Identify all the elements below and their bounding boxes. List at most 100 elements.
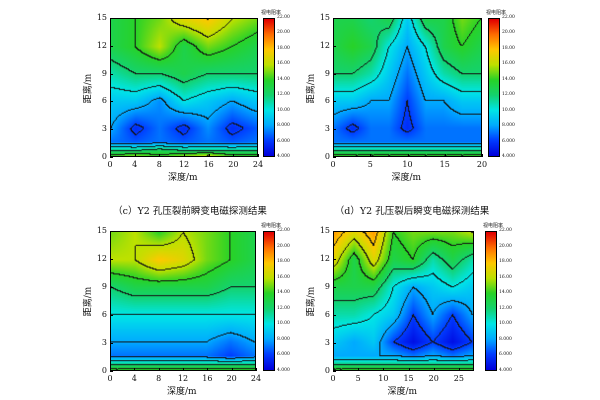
colorbar-tick-label: 22.00: [277, 228, 290, 233]
colorbar-tick-label: 12.00: [277, 92, 290, 98]
y-tick-mark: [110, 129, 113, 131]
x-tick-label: 8: [156, 374, 162, 383]
x-tick-label: 20: [226, 374, 237, 383]
colorbar-tick-label: 14.00: [277, 290, 290, 296]
x-tick-mark: [110, 154, 111, 157]
colorbar-tick-label: 18.00: [277, 45, 290, 51]
y-tick-mark: [110, 371, 113, 372]
colorbar-tick-label: 14.00: [502, 76, 515, 82]
y-tick-mark: [110, 157, 113, 158]
y-tick-mark: [333, 343, 336, 344]
x-tick-mark: [444, 154, 446, 157]
x-tick-mark: [333, 368, 334, 371]
y-tick-label: 9: [324, 68, 330, 78]
y-tick-mark: [333, 259, 336, 260]
colorbar-title: 视电阻率: [261, 223, 282, 229]
y-tick-label: 6: [324, 96, 330, 106]
colorbar-tick-label: 22.00: [502, 15, 515, 20]
y-tick-mark: [110, 259, 113, 260]
y-tick-label: 0: [324, 366, 330, 375]
y-tick-label: 3: [324, 338, 330, 347]
x-tick-mark: [134, 368, 136, 371]
colorbar-tick-label: 6.000: [277, 352, 290, 358]
y-tick-mark: [333, 287, 336, 288]
colorbar-tick-label: 4.000: [277, 154, 290, 159]
y-tick-label: 9: [101, 282, 107, 291]
x-tick-label: 15: [403, 374, 414, 383]
colorbar-title: 视电阻率: [261, 10, 282, 16]
x-tick-label: 24: [250, 374, 262, 383]
x-tick-label: 8: [156, 160, 162, 169]
x-axis-label: 深度/m: [387, 387, 418, 397]
y-tick-mark: [333, 18, 336, 19]
colorbar-tick-label: 22.00: [499, 228, 512, 233]
x-tick-label: 5: [367, 160, 373, 169]
x-tick-mark: [208, 154, 210, 157]
y-tick-mark: [110, 73, 113, 75]
colorbar-tick-label: 10.00: [499, 321, 512, 327]
colorbar-tick-label: 20.00: [499, 243, 512, 249]
y-tick-mark: [333, 231, 336, 232]
x-tick-label: 4: [131, 374, 137, 383]
x-tick-mark: [482, 154, 483, 157]
x-tick-label: 20: [428, 374, 439, 383]
x-tick-mark: [370, 154, 372, 157]
y-tick-label: 15: [96, 226, 107, 235]
y-tick-mark: [333, 371, 336, 372]
y-tick-label: 12: [96, 254, 107, 263]
colorbar-tick-label: 14.00: [499, 290, 512, 296]
colorbar-tick-label: 4.000: [502, 154, 515, 159]
colorbar: [485, 231, 497, 371]
colorbar-tick-label: 20.00: [277, 30, 290, 36]
y-tick-label: 3: [324, 124, 330, 134]
y-tick-label: 12: [319, 254, 330, 263]
colorbar-tick-label: 12.00: [502, 92, 515, 98]
contour-plot-3: [110, 231, 256, 371]
colorbar-tick-label: 6.000: [499, 352, 512, 358]
x-tick-mark: [231, 368, 233, 371]
colorbar-tick-label: 4.000: [499, 368, 512, 373]
x-tick-label: 10: [402, 160, 413, 169]
x-tick-label: 4: [132, 160, 138, 169]
colorbar-tick-label: 8.000: [277, 336, 290, 342]
contour-plot-2: [333, 18, 482, 157]
caption-d: （d）Y2 孔压裂后瞬变电磁探测结果: [334, 206, 490, 217]
colorbar-tick-label: 6.000: [502, 138, 515, 144]
x-axis-label: 深度/m: [167, 387, 197, 397]
x-tick-label: 16: [202, 374, 213, 383]
y-tick-label: 3: [101, 124, 107, 134]
x-tick-label: 5: [355, 374, 361, 383]
x-tick-mark: [358, 368, 360, 371]
colorbar-tick-label: 16.00: [499, 274, 512, 280]
colorbar-tick-label: 6.000: [277, 138, 290, 144]
y-tick-label: 6: [324, 310, 330, 319]
y-tick-mark: [333, 129, 336, 131]
colorbar-tick-label: 8.000: [277, 123, 290, 129]
y-tick-label: 15: [319, 226, 330, 235]
x-tick-mark: [233, 154, 235, 157]
colorbar-tick-label: 18.00: [499, 259, 512, 265]
x-tick-mark: [433, 368, 435, 371]
y-tick-label: 15: [96, 13, 107, 22]
x-tick-label: 12: [177, 374, 189, 383]
colorbar: [263, 18, 275, 157]
x-axis-label: 深度/m: [168, 173, 198, 183]
y-tick-label: 9: [324, 282, 330, 291]
y-tick-mark: [110, 18, 113, 19]
y-tick-label: 0: [101, 152, 107, 161]
contour-plot-1: [110, 18, 258, 157]
x-tick-label: 20: [228, 160, 239, 169]
y-tick-label: 6: [101, 310, 107, 319]
caption-c: （c）Y2 孔压裂前瞬变电磁探测结果: [113, 206, 267, 217]
colorbar-tick-label: 8.000: [502, 123, 515, 129]
contour-plot-4: [333, 231, 474, 371]
x-tick-mark: [408, 368, 410, 371]
colorbar-tick-label: 12.00: [499, 305, 512, 311]
x-tick-label: 0: [330, 160, 336, 169]
x-tick-label: 0: [107, 160, 113, 169]
x-tick-mark: [134, 154, 136, 157]
y-tick-mark: [333, 73, 336, 75]
colorbar-tick-label: 10.00: [277, 107, 290, 113]
colorbar-tick-label: 16.00: [502, 61, 515, 67]
x-axis-label: 深度/m: [391, 173, 422, 183]
